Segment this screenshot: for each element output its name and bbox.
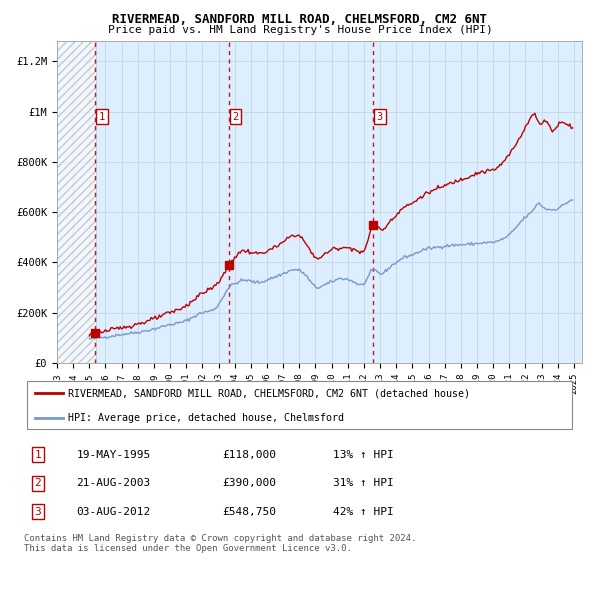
Text: 31% ↑ HPI: 31% ↑ HPI xyxy=(333,478,394,488)
Text: 21-AUG-2003: 21-AUG-2003 xyxy=(76,478,151,488)
Text: 3: 3 xyxy=(34,507,41,517)
Text: Contains HM Land Registry data © Crown copyright and database right 2024.
This d: Contains HM Land Registry data © Crown c… xyxy=(24,534,416,553)
Text: 13% ↑ HPI: 13% ↑ HPI xyxy=(333,450,394,460)
Text: 03-AUG-2012: 03-AUG-2012 xyxy=(76,507,151,517)
Text: 2: 2 xyxy=(34,478,41,488)
FancyBboxPatch shape xyxy=(27,382,572,430)
Text: 3: 3 xyxy=(377,112,383,122)
Bar xyxy=(57,41,96,363)
Text: 42% ↑ HPI: 42% ↑ HPI xyxy=(333,507,394,517)
Text: £390,000: £390,000 xyxy=(223,478,277,488)
Text: RIVERMEAD, SANDFORD MILL ROAD, CHELMSFORD, CM2 6NT (detached house): RIVERMEAD, SANDFORD MILL ROAD, CHELMSFOR… xyxy=(68,388,470,398)
Text: 2: 2 xyxy=(232,112,238,122)
Text: 1: 1 xyxy=(98,112,105,122)
Text: HPI: Average price, detached house, Chelmsford: HPI: Average price, detached house, Chel… xyxy=(68,412,344,422)
Text: 19-MAY-1995: 19-MAY-1995 xyxy=(76,450,151,460)
Text: £118,000: £118,000 xyxy=(223,450,277,460)
Text: 1: 1 xyxy=(34,450,41,460)
Text: Price paid vs. HM Land Registry's House Price Index (HPI): Price paid vs. HM Land Registry's House … xyxy=(107,25,493,35)
Text: £548,750: £548,750 xyxy=(223,507,277,517)
Text: RIVERMEAD, SANDFORD MILL ROAD, CHELMSFORD, CM2 6NT: RIVERMEAD, SANDFORD MILL ROAD, CHELMSFOR… xyxy=(113,13,487,26)
